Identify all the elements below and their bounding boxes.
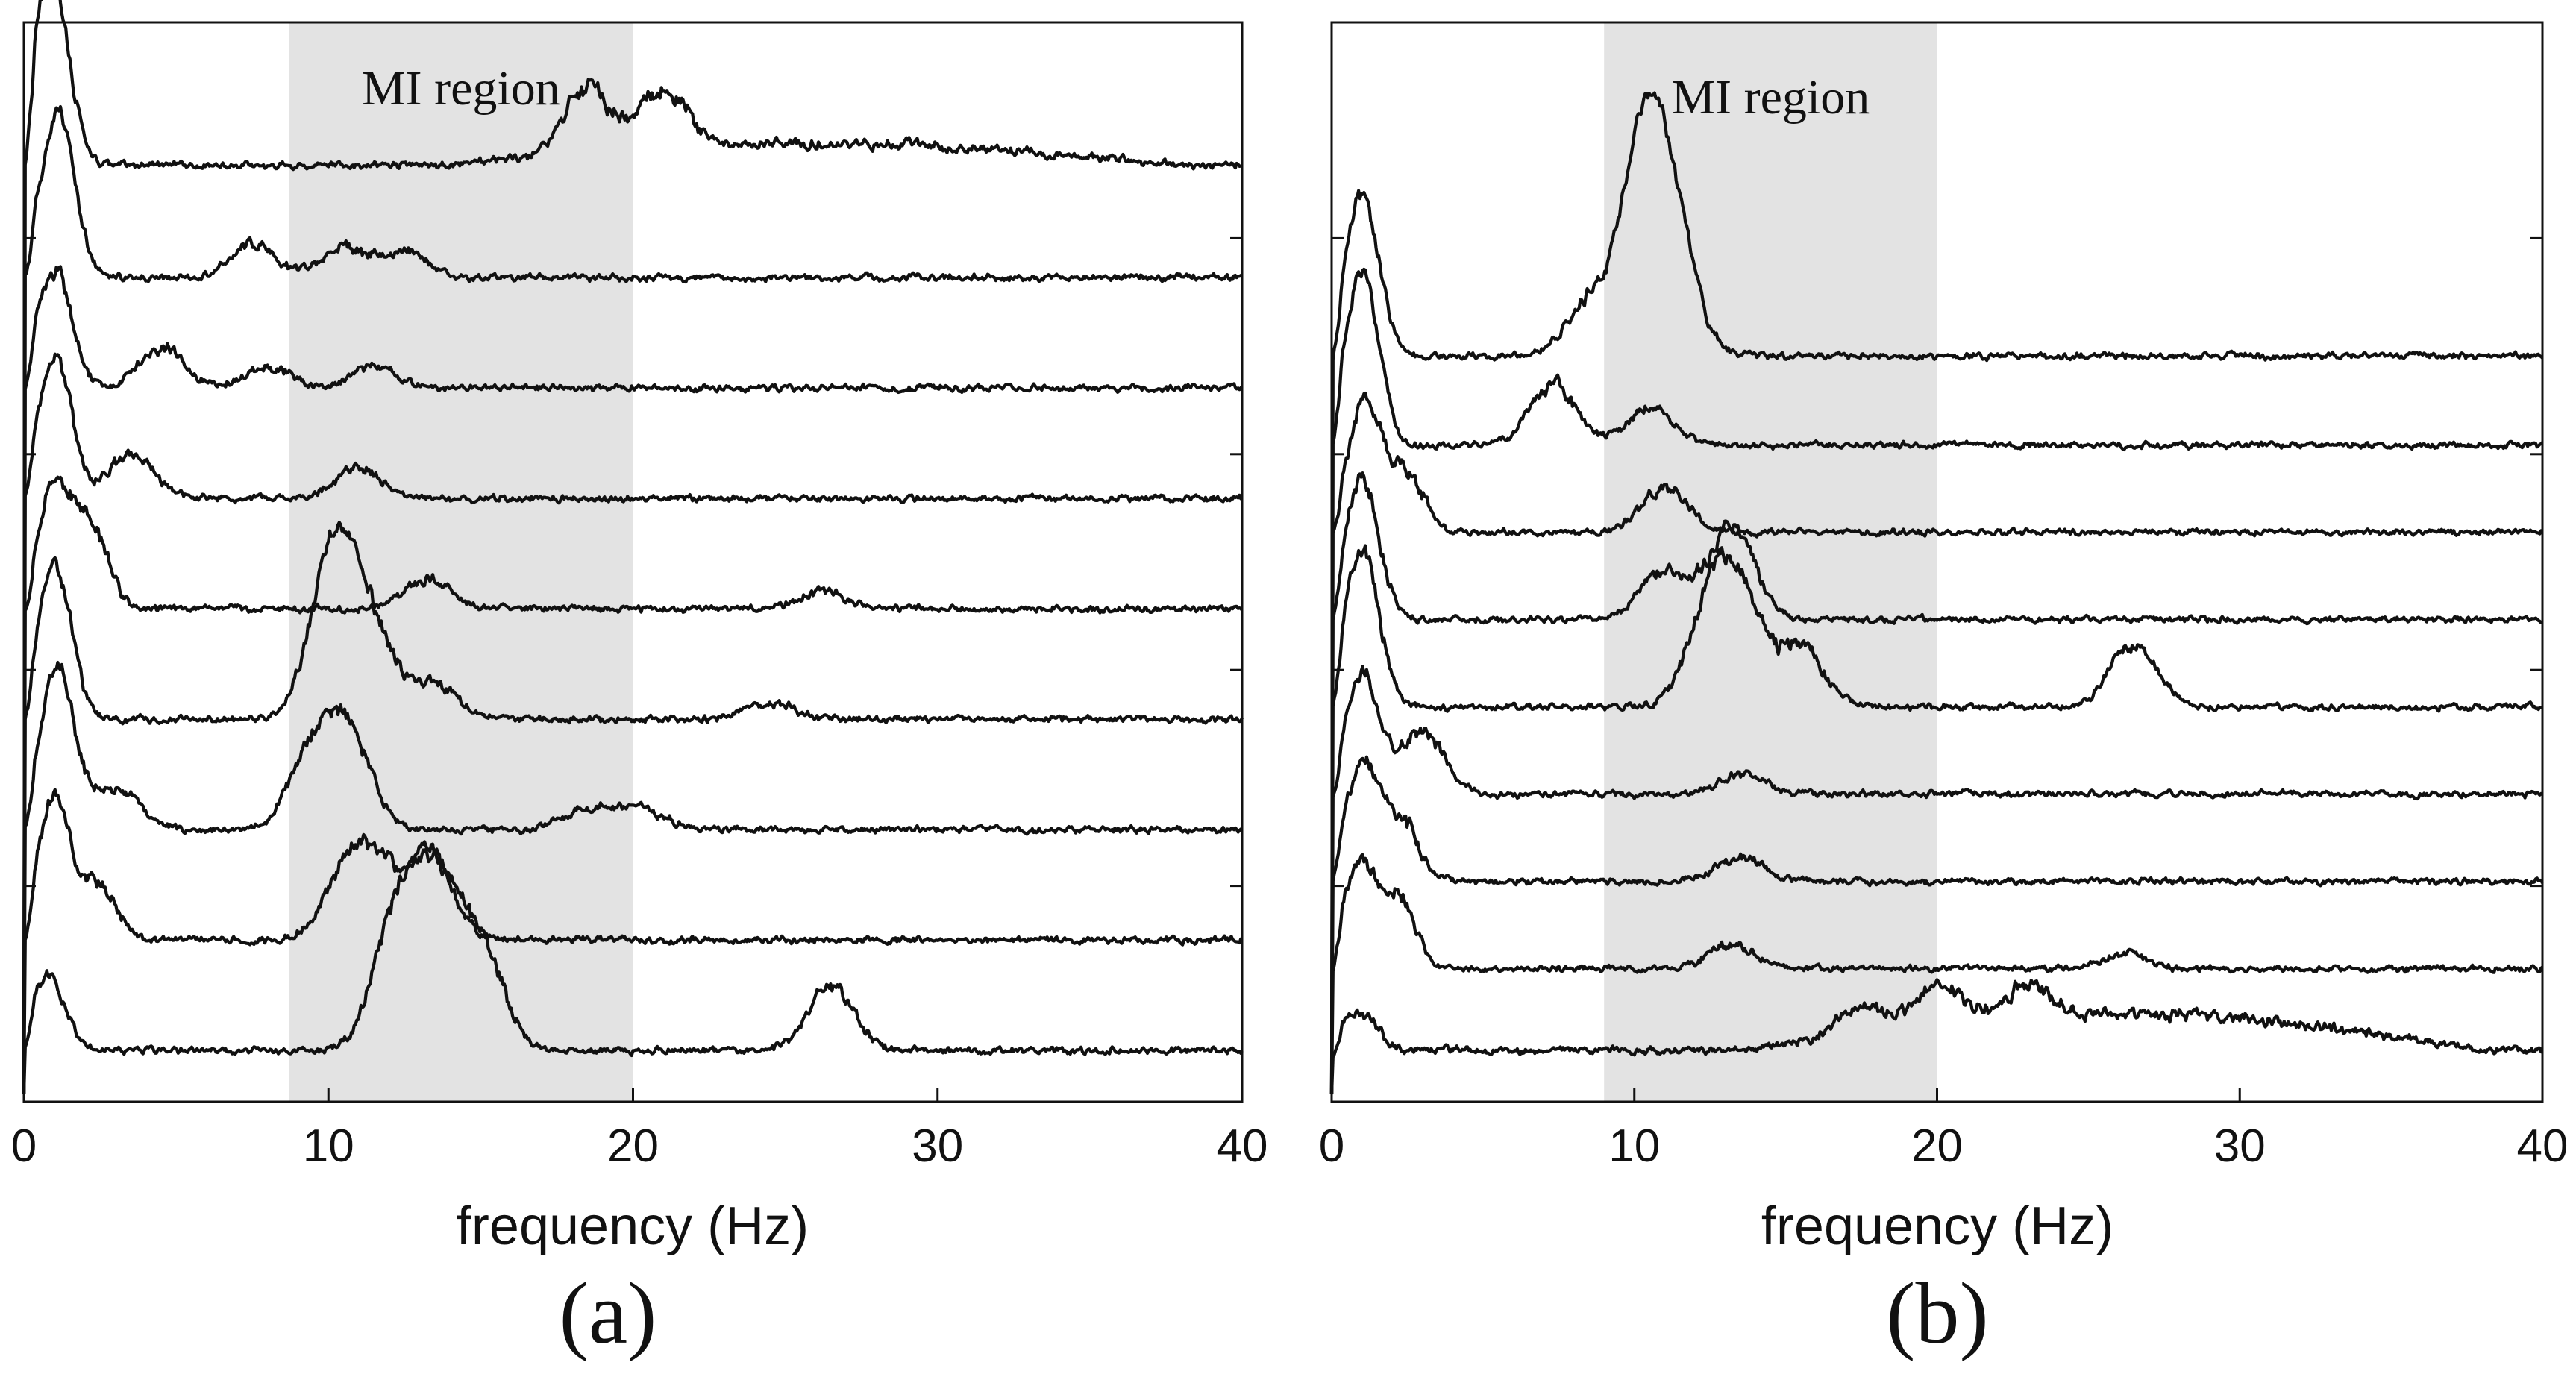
panel-a-trace-8	[22, 788, 1244, 1095]
panel-a-trace-7	[22, 660, 1243, 1095]
panel-b-trace-1	[1329, 91, 2544, 1095]
panel-a-trace-3	[22, 265, 1244, 1095]
panel-a-mi-region-label: MI region	[362, 61, 560, 116]
panel-b-trace-2	[1329, 267, 2544, 1095]
panel-b: MI region 0 10 20 30 40 frequency (Hz) (b)	[1319, 21, 2569, 1362]
panel-a-trace-9	[22, 840, 1244, 1095]
panel-a-ticks: 0 10 20 30 40	[11, 236, 1268, 1172]
panel-b-mi-region	[1604, 22, 1937, 1102]
panel-a: MI region 0 10 20 30 40 frequency (Hz) (a)	[11, 0, 1268, 1362]
panel-a-mi-region	[289, 22, 633, 1102]
panel-b-x-tick-label-40: 40	[2517, 1120, 2569, 1172]
panel-a-trace-5	[22, 475, 1244, 1095]
panel-b-trace-4	[1329, 471, 2543, 1095]
panel-b-ticks: 0 10 20 30 40	[1319, 236, 2569, 1172]
panel-b-traces	[1329, 91, 2544, 1095]
panel-b-trace-6	[1329, 665, 2543, 1095]
panel-b-trace-7	[1329, 755, 2544, 1095]
panel-b-x-tick-label-20: 20	[1911, 1120, 1963, 1172]
panel-b-trace-3	[1329, 391, 2544, 1095]
panel-a-x-axis-label: frequency (Hz)	[457, 1196, 809, 1256]
panel-a-x-tick-label-20: 20	[607, 1120, 659, 1172]
panel-a-x-tick-label-30: 30	[912, 1120, 963, 1172]
panel-b-trace-8	[1329, 853, 2544, 1095]
panel-b-label: (b)	[1886, 1264, 1989, 1362]
panel-b-mi-region-label: MI region	[1671, 70, 1870, 125]
panel-b-x-tick-label-10: 10	[1608, 1120, 1660, 1172]
panel-a-trace-4	[22, 352, 1244, 1095]
panel-a-x-tick-label-40: 40	[1217, 1120, 1268, 1172]
panel-a-trace-2	[22, 104, 1244, 1095]
panel-a-trace-1	[22, 0, 1244, 1095]
panel-b-x-axis-label: frequency (Hz)	[1761, 1196, 2113, 1256]
panel-a-label: (a)	[560, 1264, 657, 1362]
panel-a-traces	[22, 0, 1244, 1095]
panel-b-x-tick-label-30: 30	[2214, 1120, 2266, 1172]
panel-a-x-tick-label-0: 0	[11, 1120, 37, 1172]
panel-a-trace-6	[22, 521, 1244, 1095]
panel-b-trace-5	[1329, 544, 2544, 1095]
panel-b-x-tick-label-0: 0	[1319, 1120, 1344, 1172]
panel-a-x-tick-label-10: 10	[303, 1120, 354, 1172]
panel-b-trace-9	[1329, 978, 2543, 1095]
